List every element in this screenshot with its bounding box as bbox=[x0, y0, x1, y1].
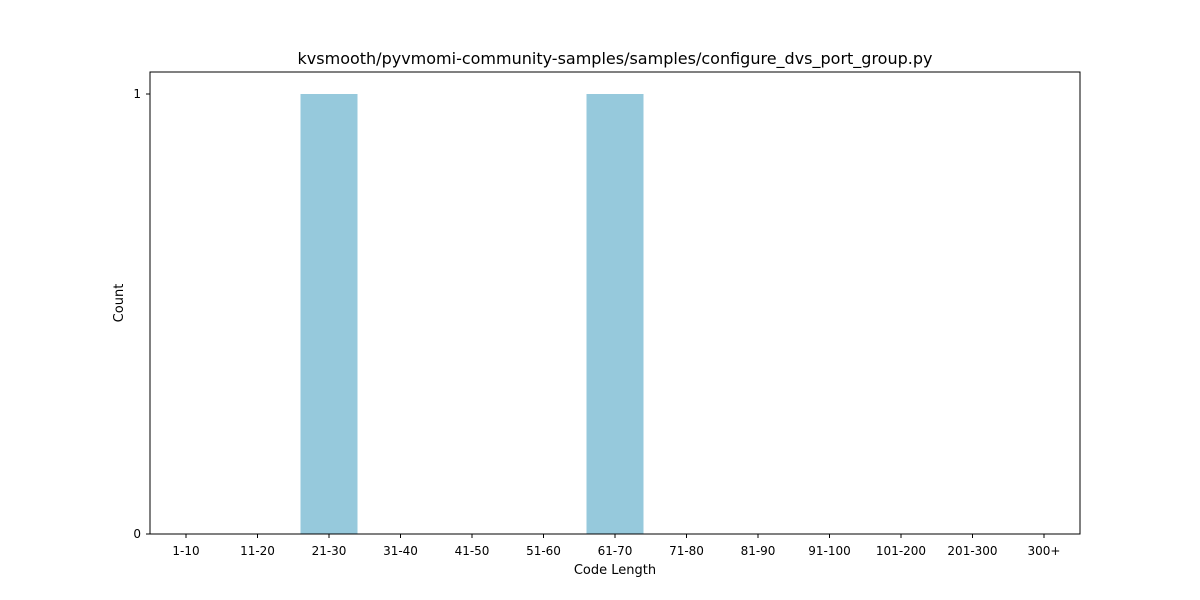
x-axis: 1-10 11-20 21-30 31-40 41-50 51-60 61-70 71-80 8… bbox=[172, 534, 1060, 558]
bar-61-70 bbox=[586, 94, 644, 534]
x-tick-label: 71-80 bbox=[669, 544, 704, 558]
x-tick-label: 201-300 bbox=[947, 544, 997, 558]
y-tick-label: 0 bbox=[133, 527, 141, 541]
y-axis: 01 bbox=[133, 87, 150, 541]
bars bbox=[300, 94, 644, 534]
x-tick-label: 31-40 bbox=[383, 544, 418, 558]
x-tick-label: 300+ bbox=[1028, 544, 1061, 558]
x-tick-label: 41-50 bbox=[455, 544, 490, 558]
x-tick-label: 101-200 bbox=[876, 544, 926, 558]
x-tick-label: 1-10 bbox=[172, 544, 199, 558]
x-tick-label: 21-30 bbox=[312, 544, 347, 558]
x-tick-label: 11-20 bbox=[240, 544, 275, 558]
chart-title: kvsmooth/pyvmomi-community-samples/sampl… bbox=[298, 49, 933, 69]
x-tick-label: 61-70 bbox=[598, 544, 633, 558]
x-axis-label: Code Length bbox=[574, 563, 656, 578]
y-tick-label: 1 bbox=[133, 87, 141, 101]
bar-21-30 bbox=[300, 94, 358, 534]
x-tick-label: 81-90 bbox=[741, 544, 776, 558]
x-tick-label: 91-100 bbox=[808, 544, 851, 558]
x-tick-label: 51-60 bbox=[526, 544, 561, 558]
y-axis-label: Count bbox=[112, 284, 127, 323]
